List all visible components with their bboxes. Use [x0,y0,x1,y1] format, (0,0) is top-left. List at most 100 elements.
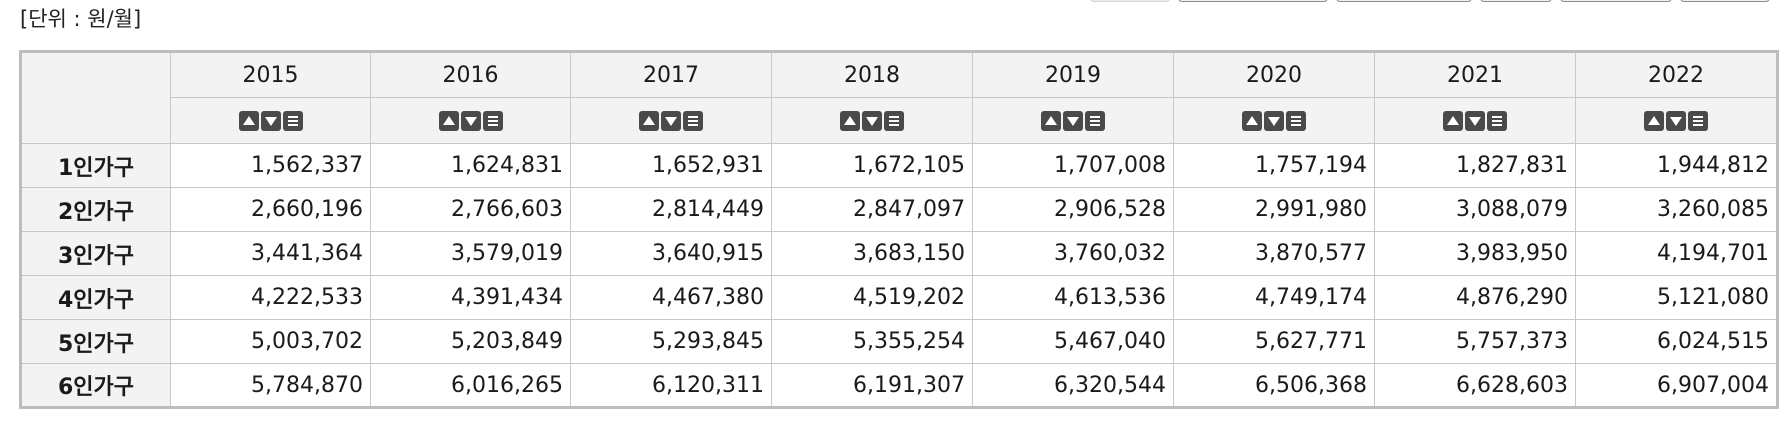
toolbar-button[interactable] [1680,0,1770,2]
year-header-row: 2015 2016 2017 2018 2019 2020 2021 2022 [20,51,1778,144]
sort-descending-icon[interactable] [1063,110,1083,131]
year-header-2021: 2021 [1374,51,1576,98]
year-header-2020: 2020 [1173,51,1375,98]
table-cell: 6,016,265 [370,363,571,408]
column-menu-icon[interactable] [1688,110,1708,131]
table-cell: 1,652,931 [570,143,772,188]
sort-cell-2016 [370,97,571,144]
table-cell: 5,467,040 [972,319,1174,364]
table-cell: 6,120,311 [570,363,772,408]
table-cell: 3,579,019 [370,231,571,276]
table-cell: 3,088,079 [1374,187,1576,232]
row-label: 3인가구 [20,231,171,276]
sort-ascending-icon[interactable] [1644,110,1664,131]
table-cell: 5,757,373 [1374,319,1576,364]
sort-ascending-icon[interactable] [840,110,860,131]
toolbar-buttons [0,0,1790,4]
column-menu-icon[interactable] [482,110,503,131]
column-menu-icon[interactable] [1085,110,1105,131]
sort-ascending-icon[interactable] [1443,110,1463,131]
year-header-2022: 2022 [1575,51,1778,98]
row-label: 2인가구 [20,187,171,232]
sort-cell-2022 [1575,97,1778,144]
table-cell: 5,784,870 [170,363,371,408]
year-header-2017: 2017 [570,51,772,98]
sort-descending-icon[interactable] [661,110,681,131]
table-cell: 6,506,368 [1173,363,1375,408]
sort-cell-2020 [1173,97,1375,144]
table-cell: 5,355,254 [771,319,973,364]
table-cell: 4,876,290 [1374,275,1576,320]
sort-controls [1040,110,1106,131]
toolbar-button[interactable] [1336,0,1472,2]
column-menu-icon[interactable] [884,110,904,131]
row-label: 1인가구 [20,143,171,188]
table-row: 1인가구 1,562,337 1,624,831 1,652,931 1,672… [20,143,1778,188]
table-cell: 5,121,080 [1575,275,1778,320]
table-row: 6인가구 5,784,870 6,016,265 6,120,311 6,191… [20,363,1778,408]
table-cell: 2,814,449 [570,187,772,232]
column-menu-icon[interactable] [1286,110,1306,131]
sort-ascending-icon[interactable] [1041,110,1061,131]
table-cell: 1,827,831 [1374,143,1576,188]
sort-controls [839,110,905,131]
corner-cell [20,51,171,144]
toolbar-button[interactable] [1560,0,1672,2]
sort-descending-icon[interactable] [1666,110,1686,131]
table-cell: 6,320,544 [972,363,1174,408]
row-label: 5인가구 [20,319,171,364]
table-cell: 1,562,337 [170,143,371,188]
table-cell: 2,766,603 [370,187,571,232]
sort-ascending-icon[interactable] [238,110,259,131]
sort-controls [238,110,304,131]
table-cell: 4,519,202 [771,275,973,320]
row-label: 4인가구 [20,275,171,320]
toolbar-button[interactable] [1178,0,1328,2]
column-menu-icon[interactable] [282,110,303,131]
sort-descending-icon[interactable] [460,110,481,131]
table-cell: 4,613,536 [972,275,1174,320]
toolbar-button[interactable] [1090,0,1170,2]
table-cell: 4,467,380 [570,275,772,320]
table-cell: 2,991,980 [1173,187,1375,232]
table-cell: 5,293,845 [570,319,772,364]
table-cell: 6,628,603 [1374,363,1576,408]
table-row: 3인가구 3,441,364 3,579,019 3,640,915 3,683… [20,231,1778,276]
table-cell: 3,760,032 [972,231,1174,276]
year-header-2018: 2018 [771,51,973,98]
table-cell: 2,847,097 [771,187,973,232]
column-menu-icon[interactable] [1487,110,1507,131]
table-cell: 4,222,533 [170,275,371,320]
table-cell: 6,907,004 [1575,363,1778,408]
toolbar-button[interactable] [1480,0,1552,2]
sort-ascending-icon[interactable] [438,110,459,131]
sort-controls [1643,110,1709,131]
sort-controls [438,110,504,131]
sort-descending-icon[interactable] [260,110,281,131]
table-cell: 4,194,701 [1575,231,1778,276]
table-cell: 1,757,194 [1173,143,1375,188]
table-cell: 5,003,702 [170,319,371,364]
sort-controls [1241,110,1307,131]
column-menu-icon[interactable] [683,110,703,131]
year-header-2016: 2016 [370,51,571,98]
sort-descending-icon[interactable] [862,110,882,131]
sort-cell-2021 [1374,97,1576,144]
sort-cell-2017 [570,97,772,144]
year-header-2019: 2019 [972,51,1174,98]
sort-descending-icon[interactable] [1264,110,1284,131]
row-label: 6인가구 [20,363,171,408]
sort-descending-icon[interactable] [1465,110,1485,131]
table-cell: 3,683,150 [771,231,973,276]
sort-cell-2018 [771,97,973,144]
year-header-2015: 2015 [170,51,371,98]
table-cell: 3,983,950 [1374,231,1576,276]
table-row: 2인가구 2,660,196 2,766,603 2,814,449 2,847… [20,187,1778,232]
table-cell: 3,260,085 [1575,187,1778,232]
table-cell: 4,749,174 [1173,275,1375,320]
sort-ascending-icon[interactable] [639,110,659,131]
table-row: 5인가구 5,003,702 5,203,849 5,293,845 5,355… [20,319,1778,364]
sort-ascending-icon[interactable] [1242,110,1262,131]
table-cell: 4,391,434 [370,275,571,320]
household-data-table: 2015 2016 2017 2018 2019 2020 2021 2022 … [19,50,1779,409]
